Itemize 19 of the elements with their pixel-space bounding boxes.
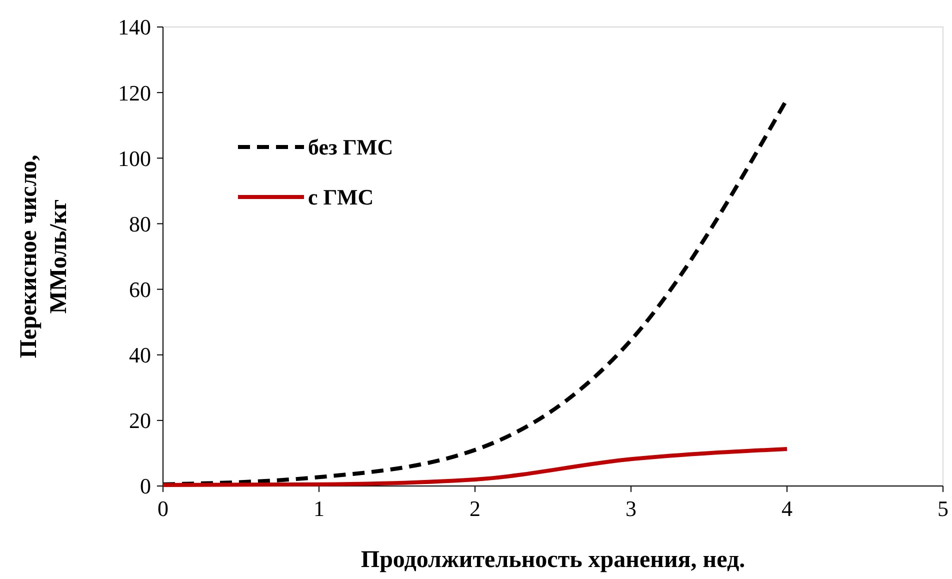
y-tick-label: 0 bbox=[140, 474, 151, 499]
line-series bbox=[161, 446, 789, 488]
y-tick-label: 20 bbox=[129, 408, 151, 434]
y-tick-label: 40 bbox=[129, 342, 151, 368]
y-tick-label: 100 bbox=[118, 146, 151, 171]
x-tick-label: 1 bbox=[314, 496, 324, 521]
x-tick-label: 0 bbox=[158, 496, 168, 521]
y-axis-title: Перекисное число, ММоль/кг bbox=[16, 154, 72, 358]
y-tick-label: 120 bbox=[118, 80, 151, 106]
y-tick-label: 60 bbox=[129, 276, 151, 302]
legend-label: с ГМС bbox=[308, 184, 374, 210]
x-tick-label: 5 bbox=[938, 496, 948, 521]
legend-label: без ГМС bbox=[308, 134, 394, 160]
x-tick-label: 3 bbox=[626, 496, 636, 521]
x-tick-label: 4 bbox=[782, 496, 792, 521]
y-tick-label: 140 bbox=[118, 14, 151, 40]
y-tick-label: 80 bbox=[129, 211, 151, 236]
x-axis-title: Продолжительность хранения, нед. bbox=[360, 547, 746, 573]
x-tick-label: 2 bbox=[470, 496, 480, 521]
